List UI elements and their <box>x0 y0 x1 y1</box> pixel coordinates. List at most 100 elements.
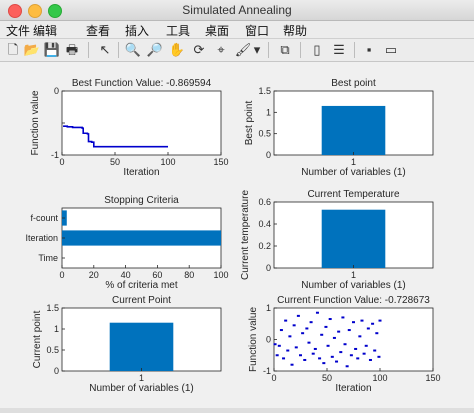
current-value-point <box>343 343 347 346</box>
current-value-point <box>337 330 341 333</box>
current-value-point <box>364 344 368 347</box>
menu-file[interactable]: 文件 <box>6 24 31 38</box>
best-value-y-tick-label: 0 <box>54 86 59 96</box>
open-file-icon[interactable]: 📂 <box>23 42 41 57</box>
brush-dropdown-icon[interactable]: ▾ <box>253 42 261 57</box>
best-point-bar <box>321 105 386 155</box>
menu-window[interactable]: 窗口 <box>245 24 270 38</box>
colorbar-icon[interactable]: ▯ <box>313 42 321 57</box>
current-value-point <box>347 329 351 332</box>
best-point-y-tick-label: 1 <box>266 107 271 117</box>
current-value-point <box>320 333 324 336</box>
current-temperature-title: Current Temperature <box>307 189 400 200</box>
current-temperature-bar <box>321 209 386 268</box>
current-value-point <box>311 352 315 355</box>
best-point-title: Best point <box>331 78 376 89</box>
stopping-criteria-x-tick-label: 100 <box>213 270 228 280</box>
current-temperature-x-tick-label: 1 <box>351 270 356 280</box>
current-value-title: Current Function Value: -0.728673 <box>277 295 430 306</box>
current-value-point <box>322 362 326 365</box>
current-value-point <box>362 352 366 355</box>
current-value-point <box>290 363 294 366</box>
legend-icon[interactable]: ☰ <box>333 42 345 57</box>
current-value-point <box>313 347 317 350</box>
menu-insert[interactable]: 插入 <box>125 24 150 38</box>
close-window-button[interactable] <box>8 4 22 18</box>
menu-view[interactable]: 查看 <box>86 24 111 38</box>
current-value-xlabel: Iteration <box>335 383 371 394</box>
best-value-xlabel: Iteration <box>123 167 159 178</box>
pointer-icon[interactable]: ↖ <box>99 42 111 57</box>
best-value-y-tick-label: -1 <box>51 150 59 160</box>
current-value-x-tick-label: 150 <box>425 373 440 383</box>
best-point-y-tick-label: 1.5 <box>258 86 271 96</box>
stopping-criteria-x-tick-label: 80 <box>184 270 194 280</box>
current-value-point <box>368 358 372 361</box>
figure-toolbar: 🗋 📂 💾 🖶 ↖ 🔍 🔎 ✋ ⟳ ⌖ 🖌 ▾ ⧉ ▯ ☰ ▪ ▭ <box>0 39 474 62</box>
current-value-point <box>275 354 279 357</box>
new-figure-icon[interactable]: 🗋 <box>7 42 19 57</box>
current-value-point <box>332 336 336 339</box>
link-plot-icon[interactable]: ⧉ <box>280 42 290 57</box>
current-value-point <box>279 329 283 332</box>
current-value-point <box>377 355 381 358</box>
current-value-point <box>324 325 328 328</box>
window-title: Simulated Annealing <box>182 3 292 17</box>
current-value-point <box>345 365 349 368</box>
save-icon[interactable]: 💾 <box>43 42 61 57</box>
current-value-point <box>286 349 290 352</box>
best-point-y-tick-label: 0 <box>266 150 271 160</box>
current-point-y-tick-label: 1.5 <box>46 303 59 313</box>
current-point-bar <box>109 322 174 371</box>
minimize-window-button[interactable] <box>28 4 42 18</box>
plots-svg: Best Function Value: -0.869594 Function v… <box>25 78 440 394</box>
menu-edit[interactable]: 编辑 <box>33 24 58 38</box>
current-temperature-y-tick-label: 0 <box>266 263 271 273</box>
brush-icon[interactable]: 🖌 <box>234 42 252 57</box>
best-value-axes <box>61 90 222 156</box>
data-cursor-icon[interactable]: ⌖ <box>217 42 225 57</box>
current-value-point <box>330 355 334 358</box>
figure-canvas: Best Function Value: -0.869594 Function v… <box>0 62 474 408</box>
current-value-point <box>292 324 296 327</box>
zoom-out-icon[interactable]: 🔎 <box>146 42 164 57</box>
best-value-line <box>63 125 168 148</box>
zoom-in-icon[interactable]: 🔍 <box>124 42 142 57</box>
current-value-point <box>360 319 364 322</box>
maximize-window-button[interactable] <box>48 4 62 18</box>
current-value-point <box>318 357 322 360</box>
stopping-criteria-category-label: f-count <box>30 213 58 223</box>
current-value-point <box>326 344 330 347</box>
current-value-y-tick-label: -1 <box>263 366 271 376</box>
pan-icon[interactable]: ✋ <box>168 42 186 57</box>
menu-tools[interactable]: 工具 <box>166 24 191 38</box>
print-icon[interactable]: 🖶 <box>65 42 79 57</box>
hide-plot-tools-icon[interactable]: ▪ <box>366 42 372 57</box>
menu-desktop[interactable]: 桌面 <box>205 24 230 38</box>
current-value-point <box>371 322 375 325</box>
current-value-x-tick-label: 100 <box>372 373 387 383</box>
current-value-point <box>378 319 382 322</box>
current-value-point <box>335 360 339 363</box>
current-temperature-xlabel: Number of variables (1) <box>301 280 405 291</box>
current-point-y-tick-label: 1 <box>54 324 59 334</box>
rotate-icon[interactable]: ⟳ <box>193 42 205 57</box>
show-plot-tools-icon[interactable]: ▭ <box>384 42 398 57</box>
current-value-point <box>296 314 300 317</box>
stopping-criteria-bar <box>62 230 221 246</box>
current-value-point <box>354 347 358 350</box>
current-temperature-y-tick-label: 0.6 <box>258 197 271 207</box>
menu-help[interactable]: 帮助 <box>283 24 308 38</box>
current-value-point <box>309 321 313 324</box>
current-value-point <box>273 343 277 346</box>
current-value-point <box>305 327 309 330</box>
stopping-criteria-x-tick-label: 0 <box>59 270 64 280</box>
window-titlebar: Simulated Annealing <box>0 0 474 21</box>
current-value-x-tick-label: 50 <box>322 373 332 383</box>
current-value-point <box>339 351 343 354</box>
stopping-criteria-category-label: Iteration <box>25 233 58 243</box>
current-temperature-y-tick-label: 0.4 <box>258 219 271 229</box>
current-value-point <box>358 335 362 338</box>
current-temperature-ylabel: Current temperature <box>240 190 251 280</box>
current-value-point <box>366 327 370 330</box>
